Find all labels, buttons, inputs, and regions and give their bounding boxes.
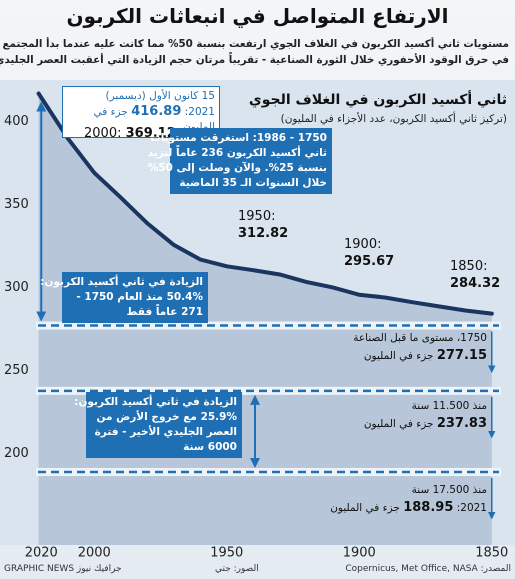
reference-band: [36, 468, 501, 477]
y-tick-label: 250: [4, 363, 29, 378]
y-tick-label: 200: [4, 446, 29, 461]
reference-value-line: 237.83 جزء في المليون: [364, 415, 487, 433]
annotation: 1950: 312.82: [238, 208, 288, 242]
annotation-line: 2021: 416.89 جزء في المليون: [67, 104, 215, 135]
note-line: 1750 - 1986: استغرقت مستويات: [150, 132, 327, 144]
annotation-value: 295.67: [344, 254, 395, 269]
chart-heading: ثاني أكسيد الكربون في الغلاف الجوي: [248, 92, 507, 108]
note-line: العصر الجليدي الأخير - فترة: [94, 426, 237, 438]
annotation-box: 15 كانون الأول (ديسمبر) 2021: 416.89 جزء …: [62, 86, 220, 138]
note-box: 1750 - 1986: استغرقت مستويات ثاني أكسيد ا…: [147, 128, 332, 194]
note-line: الزيادة في ثاني أكسيد الكربون:: [74, 396, 237, 408]
annotation-value: 369.12: [125, 126, 176, 141]
annotation-value: 416.89: [131, 104, 182, 119]
note-line: 271 عاماً فقط: [126, 306, 203, 318]
note-line: بنسبة 25%. والآن وصلت إلى 50%: [147, 162, 327, 174]
title: الارتفاع المتواصل في انبعاثات الكربون: [66, 4, 449, 28]
footer-photos: الصور: جتي: [215, 564, 259, 574]
annotation: 1850: 284.32: [450, 258, 500, 292]
annotation-label: 2021:: [184, 106, 215, 118]
reference-unit: جزء في المليون: [363, 418, 434, 430]
note-line: الزيادة في ثاني أكسيد الكربون:: [40, 276, 203, 288]
reference-label: منذ 17.500 سنة 2021: 188.95 جزء في المليو…: [330, 482, 487, 517]
note-line: 25.9% مع خروج الأرض من: [96, 411, 237, 423]
reference-text: منذ 11.500 سنة: [411, 400, 487, 412]
annotation: 1900: 295.67: [344, 236, 394, 270]
reference-unit: جزء في المليون: [363, 350, 434, 362]
note-box: الزيادة في ثاني أكسيد الكربون: 50.4% منذ …: [40, 272, 208, 323]
subtitle-2: في حرق الوقود الأحفوري خلال الثورة الصنا…: [0, 54, 509, 66]
reference-prefix: 2021:: [456, 502, 487, 514]
data-line: [36, 91, 494, 316]
reference-text: منذ 17.500 سنة: [411, 484, 487, 496]
chart-subheading: (تركيز ثاني أكسيد الكربون، عدد الأجزاء ف…: [280, 113, 507, 125]
annotation-date: 15 كانون الأول (ديسمبر): [105, 90, 215, 102]
reference-band: [36, 386, 501, 395]
reference-label: 1750، مستوى ما قبل الصناعة 277.15 جزء في …: [353, 330, 487, 365]
y-tick-label: 350: [4, 197, 29, 212]
reference-value-line: 2021: 188.95 جزء في المليون: [330, 499, 487, 517]
annotation-label: 1950:: [238, 209, 276, 224]
footer-logo: GRAPHIC NEWS جرافيك نيوز: [4, 564, 122, 574]
annotation-label: 1900:: [344, 237, 382, 252]
reference-value: 188.95: [403, 500, 454, 515]
y-tick-label: 300: [4, 280, 29, 295]
note-line: 6000 سنة: [183, 441, 237, 453]
reference-value: 237.83: [436, 416, 487, 431]
annotation-value: 312.82: [238, 226, 289, 241]
reference-band: [36, 321, 501, 330]
annotation-value: 284.32: [450, 276, 501, 291]
reference-unit: جزء في المليون: [330, 502, 400, 514]
reference-value-line: 277.15 جزء في المليون: [353, 347, 487, 365]
note-line: ثاني أكسيد الكربون 236 عاماً لتزيد: [147, 147, 327, 159]
reference-label: منذ 11.500 سنة 237.83 جزء في المليون: [364, 398, 487, 433]
note-line: خلال السنوات الـ 35 الماضية: [179, 177, 327, 189]
x-tick-label: 2020: [25, 546, 58, 561]
x-tick-label: 2000: [78, 546, 111, 561]
x-tick-label: 1900: [343, 546, 376, 561]
reference-text: 1750، مستوى ما قبل الصناعة: [353, 332, 487, 344]
y-tick-label: 400: [4, 114, 29, 129]
x-tick-label: 1950: [210, 546, 243, 561]
note-line: 50.4% منذ العام 1750 -: [76, 291, 203, 303]
subtitle-1: مستويات ثاني أكسيد الكربون في الغلاف الج…: [2, 38, 509, 50]
x-tick-label: 1850: [475, 546, 508, 561]
annotation-label: 2000:: [84, 126, 122, 141]
reference-value: 277.15: [436, 348, 487, 363]
annotation-label: 1850:: [450, 259, 488, 274]
footer-source: المصدر: Copernicus, Met Office, NASA: [345, 564, 511, 574]
note-box: الزيادة في ثاني أكسيد الكربون: 25.9% مع خ…: [74, 392, 242, 458]
annotation: 2000: 369.12: [84, 126, 176, 141]
